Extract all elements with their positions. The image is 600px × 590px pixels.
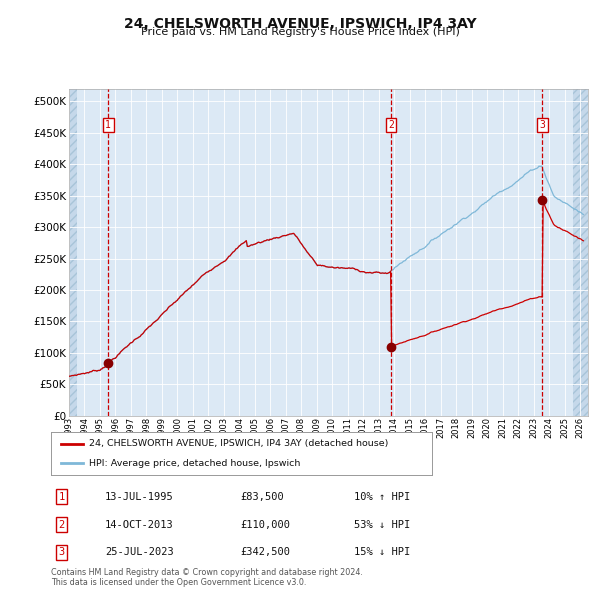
Text: £110,000: £110,000 [240,520,290,529]
Text: 1: 1 [105,120,111,130]
Text: Price paid vs. HM Land Registry's House Price Index (HPI): Price paid vs. HM Land Registry's House … [140,27,460,37]
Text: 3: 3 [59,548,65,557]
Text: £342,500: £342,500 [240,548,290,557]
Text: 53% ↓ HPI: 53% ↓ HPI [354,520,410,529]
Text: 13-JUL-1995: 13-JUL-1995 [105,492,174,502]
Text: 3: 3 [539,120,545,130]
Text: 15% ↓ HPI: 15% ↓ HPI [354,548,410,557]
Text: HPI: Average price, detached house, Ipswich: HPI: Average price, detached house, Ipsw… [89,459,301,468]
Text: Contains HM Land Registry data © Crown copyright and database right 2024.
This d: Contains HM Land Registry data © Crown c… [51,568,363,587]
Text: 24, CHELSWORTH AVENUE, IPSWICH, IP4 3AY (detached house): 24, CHELSWORTH AVENUE, IPSWICH, IP4 3AY … [89,440,388,448]
Text: 1: 1 [59,492,65,502]
Text: 10% ↑ HPI: 10% ↑ HPI [354,492,410,502]
Text: 2: 2 [388,120,394,130]
Text: 25-JUL-2023: 25-JUL-2023 [105,548,174,557]
Text: 14-OCT-2013: 14-OCT-2013 [105,520,174,529]
Text: 2: 2 [59,520,65,529]
Text: 24, CHELSWORTH AVENUE, IPSWICH, IP4 3AY: 24, CHELSWORTH AVENUE, IPSWICH, IP4 3AY [124,17,476,31]
Text: £83,500: £83,500 [240,492,284,502]
